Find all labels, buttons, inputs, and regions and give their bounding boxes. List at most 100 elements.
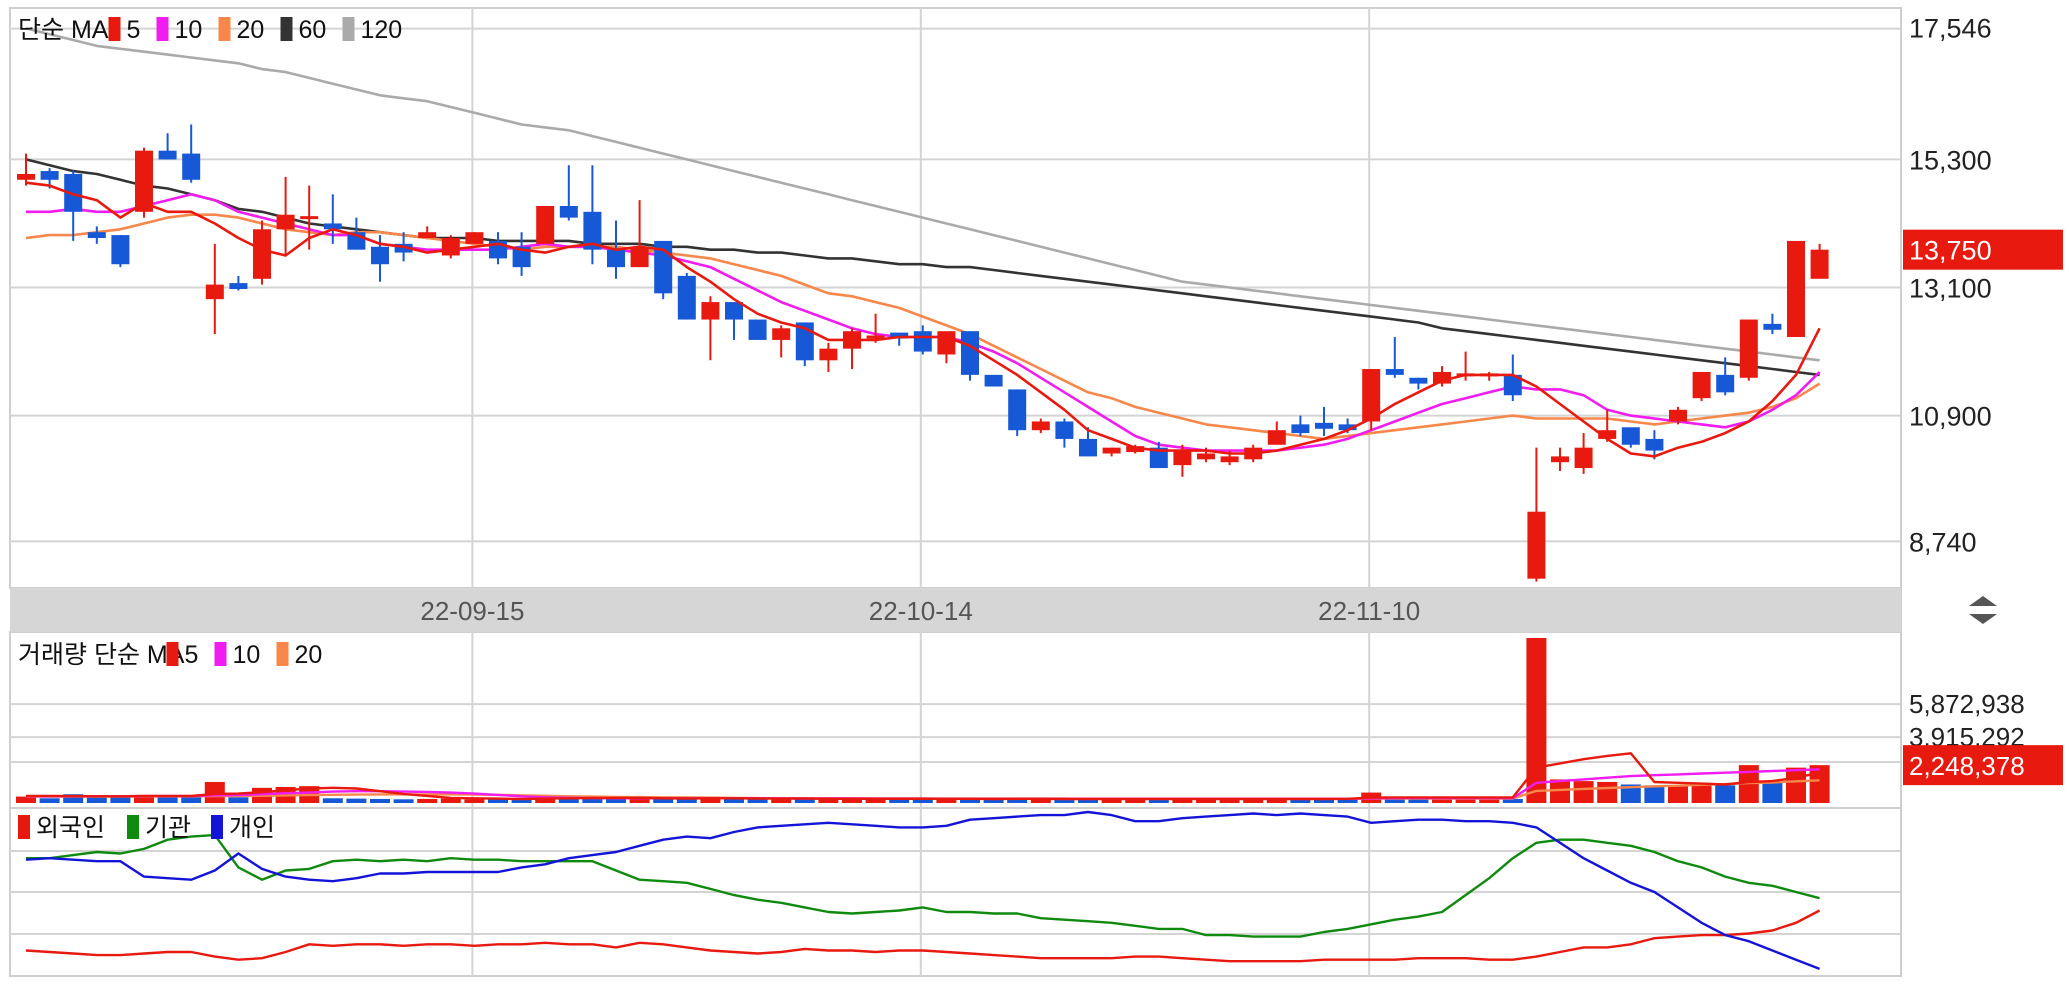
volume-bar [1479,798,1500,803]
volume-bar [370,798,390,803]
volume-bar [1148,798,1169,803]
volume-bar [417,798,438,803]
date-tick-label: 22-10-14 [869,596,973,626]
candle-body [1220,456,1239,463]
volume-legend[interactable]: 거래량 단순 MA 5 10 20 [18,641,322,669]
candle-body [1621,427,1640,445]
candle [182,124,201,183]
legend-swatch [127,815,139,839]
volume-bar [1219,799,1240,803]
candle [583,165,602,265]
volume-bar [1573,781,1594,803]
volume-bar [157,796,178,803]
candle-body [630,246,649,268]
panel-resize-handle-icon[interactable] [1969,596,1997,624]
price-tick-label: 17,546 [1909,14,1992,44]
candle [1598,409,1617,442]
volume-bar [1526,638,1547,803]
candle-body [559,205,578,218]
candle-body [1527,511,1546,579]
candle [1669,406,1687,425]
volume-bar [511,799,532,803]
candle-body [1008,389,1027,431]
legend-label: 5 [127,16,141,44]
volume-bar [1408,798,1429,803]
candle-body [701,302,720,320]
volume-bar [1597,781,1618,803]
volume-bar [134,795,154,803]
candle [205,243,224,335]
volume-bar [110,796,131,803]
volume-bar [16,796,36,803]
volume-bar [488,798,508,803]
candle [512,232,531,276]
volume-bar [346,798,367,803]
volume-ma5-line [26,752,1820,801]
volume-bar [747,798,768,803]
last-price-badge [1903,229,2063,270]
volume-bar [228,797,249,803]
price-tick-label: 10,900 [1909,402,1992,432]
candle-body [205,284,224,300]
volume-bar [865,798,886,803]
candle [465,232,484,244]
volume-bar [440,798,461,803]
candle-body [1031,421,1050,431]
candle-body [371,246,389,265]
volume-bar [1668,785,1688,803]
candle-body [1362,369,1381,422]
legend-label: 5 [185,641,199,669]
volume-bar [1786,767,1806,803]
candle [276,176,295,256]
candle [1267,421,1286,445]
last-volume-badge [1903,745,2063,786]
volume-bar [1172,799,1193,803]
legend-label: 10 [233,641,261,669]
legend-label: 기관 [145,814,191,842]
candle [1551,447,1569,471]
volume-bar [86,797,107,803]
candle [1810,243,1829,279]
candle-body [1810,249,1829,279]
volume-bar [181,797,202,803]
volume-bar [653,799,674,803]
legend-swatch [18,815,30,839]
candle-body [512,246,531,268]
candle-body [961,331,979,375]
price-y-axis: 17,546 15,300 13,100 10,900 8,740 13,750 [1903,14,2063,557]
candle-body [1291,424,1310,434]
volume-bar [960,798,980,803]
candle [701,296,720,361]
candle [111,235,130,268]
volume-bar [464,799,485,803]
legend-label: 외국인 [36,814,105,842]
volume-bar [1691,785,1712,803]
candle-body [748,319,767,340]
candle-body [1409,377,1428,384]
candle [253,220,271,285]
candle-body [64,173,83,212]
candle [1008,389,1027,437]
volume-bar [1384,798,1405,803]
price-legend[interactable]: 단순 MA 5 10 20 60 120 [18,16,402,44]
volume-bar [1432,798,1452,803]
volume-bar [1762,782,1783,803]
volume-bar [393,799,414,803]
volume-bar [818,798,839,803]
candle [17,153,35,186]
candle [772,325,791,358]
investor-legend[interactable]: 외국인 기관 개인 [18,814,275,842]
candle [1503,354,1522,402]
volume-bar [1007,798,1028,803]
candle [1621,427,1640,448]
candle [1645,430,1664,460]
candle [630,200,649,268]
candle [1055,418,1074,448]
candle-body [725,302,743,320]
legend-label: 60 [299,16,327,44]
grid-lines [10,8,1902,976]
candle-body [1197,453,1215,460]
candle-body [158,150,177,160]
candle-body [1716,374,1735,393]
